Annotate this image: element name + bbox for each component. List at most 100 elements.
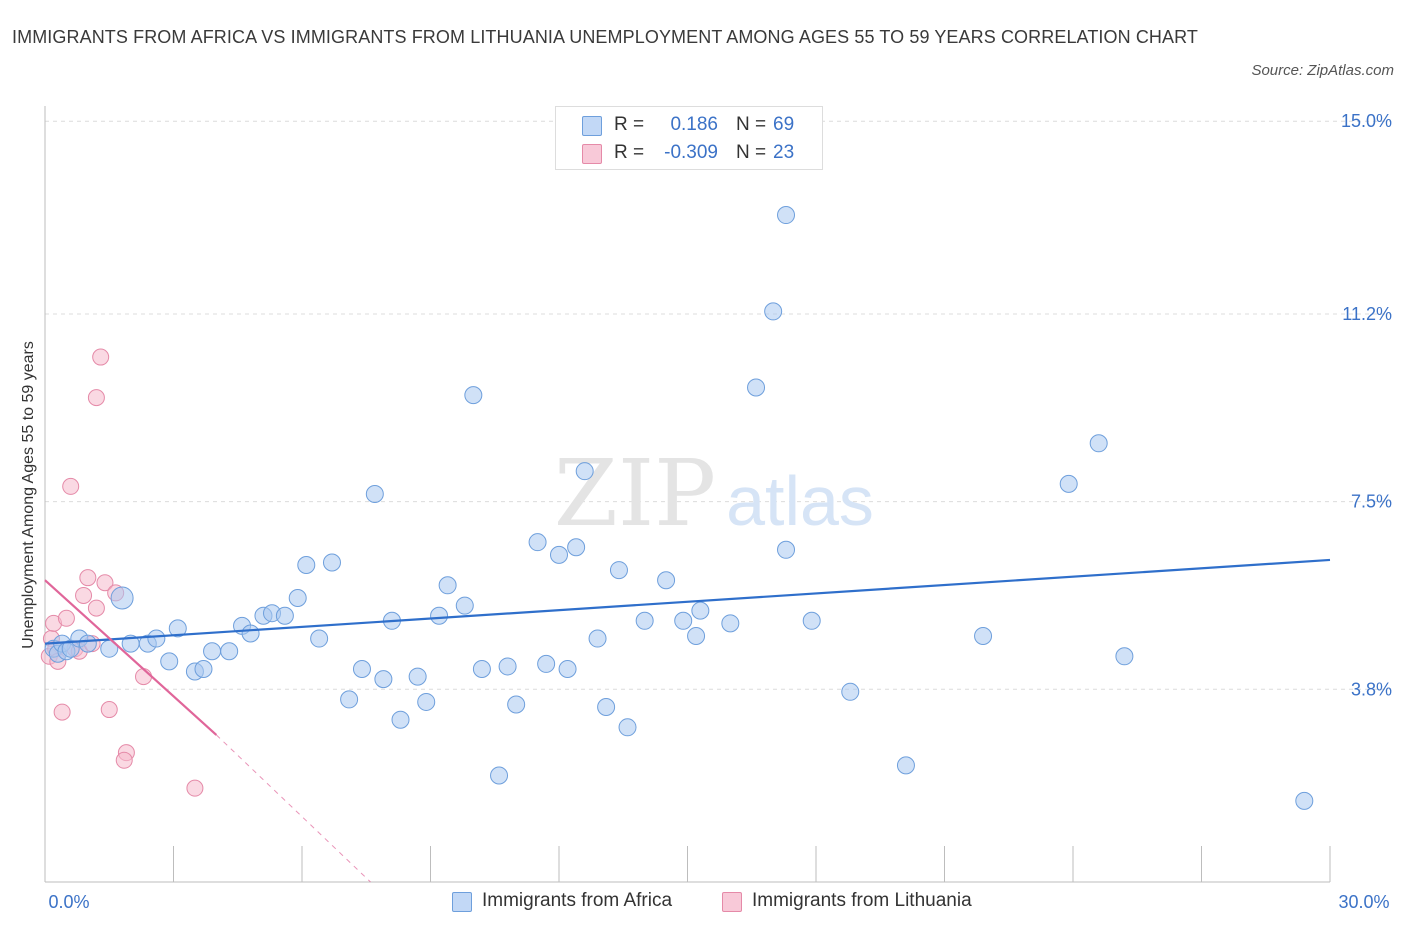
trend-lines <box>44 558 1331 883</box>
africa-point <box>490 766 509 785</box>
lithuania-point <box>57 609 75 627</box>
africa-point <box>537 654 556 673</box>
y-tick-label: 3.8% <box>1351 679 1392 699</box>
lithuania-point <box>87 599 105 617</box>
y-tick-label: 7.5% <box>1351 492 1392 512</box>
africa-point <box>374 670 393 689</box>
africa-point <box>635 611 654 630</box>
lithuania-point <box>53 703 71 721</box>
lithuania-legend-label: Immigrants from Lithuania <box>752 890 972 911</box>
lithuania-point <box>100 701 118 719</box>
africa-point <box>687 627 706 646</box>
africa-point <box>674 611 693 630</box>
grid-lines <box>45 120 1390 690</box>
lithuania-point <box>115 751 133 769</box>
africa-point <box>575 462 594 481</box>
africa-swatch <box>582 116 602 136</box>
africa-point <box>1115 647 1134 666</box>
lithuania-point <box>135 668 153 686</box>
africa-point <box>609 561 628 580</box>
africa-point <box>310 629 329 648</box>
africa-point <box>391 710 410 729</box>
r-label: R = <box>614 114 645 135</box>
africa-point <box>194 659 213 678</box>
africa-point <box>365 485 384 503</box>
africa-point <box>721 614 740 633</box>
chart-title: IMMIGRANTS FROM AFRICA VS IMMIGRANTS FRO… <box>12 27 1199 47</box>
lithuania-point <box>92 348 110 366</box>
lithuania-point <box>186 779 204 797</box>
africa-point <box>438 576 457 595</box>
africa-point <box>777 206 796 225</box>
africa-point <box>322 553 341 572</box>
africa-r-value: 0.186 <box>670 114 718 135</box>
africa-point <box>841 682 860 701</box>
y-tick-label: 15.0% <box>1341 111 1392 131</box>
africa-point <box>297 556 316 575</box>
africa-point <box>691 601 710 620</box>
watermark-zip: ZIP <box>554 440 716 547</box>
lithuania-point <box>75 586 93 604</box>
africa-point <box>618 718 637 737</box>
africa-point <box>777 540 796 559</box>
lithuania-point <box>79 569 97 587</box>
x-tick-label: 0.0% <box>48 892 89 912</box>
africa-point <box>597 698 616 717</box>
africa-point <box>1089 434 1108 453</box>
n-label: N = <box>736 142 767 163</box>
africa-point <box>160 652 179 671</box>
lithuania-legend-swatch <box>722 892 742 912</box>
africa-point <box>275 606 294 625</box>
tick-labels: 3.8% 7.5% 11.2% 15.0% 0.0% 30.0% <box>48 111 1392 912</box>
axis-ticks <box>44 846 1331 882</box>
africa-point <box>288 588 307 607</box>
africa-point <box>464 386 483 405</box>
africa-point <box>78 634 97 653</box>
africa-point <box>802 611 821 630</box>
lithuania-trend-line <box>44 579 218 736</box>
africa-point <box>110 586 134 610</box>
africa-point <box>657 571 676 590</box>
africa-point <box>747 378 766 397</box>
africa-point <box>498 657 517 676</box>
watermark-atlas: atlas <box>726 462 874 540</box>
africa-point <box>352 659 371 678</box>
lithuania-points <box>40 348 204 797</box>
stats-legend: R = 0.186 N = 69 R = -0.309 N = 23 <box>555 106 823 170</box>
africa-point <box>340 690 359 709</box>
africa-point <box>974 627 993 646</box>
africa-legend-swatch <box>452 892 472 912</box>
africa-point <box>147 629 166 648</box>
africa-point <box>764 302 783 321</box>
lithuania-r-value: -0.309 <box>664 142 718 163</box>
africa-point <box>168 619 187 638</box>
n-label: N = <box>736 114 767 135</box>
lithuania-swatch <box>582 144 602 164</box>
africa-point <box>1295 791 1314 810</box>
r-label: R = <box>614 142 645 163</box>
africa-legend-label: Immigrants from Africa <box>482 890 673 911</box>
legend-row-africa: R = 0.186 N = 69 <box>556 112 822 138</box>
africa-point <box>550 545 568 564</box>
y-axis-label: Unemployment Among Ages 55 to 59 years <box>20 341 37 649</box>
africa-point <box>507 695 526 714</box>
lithuania-n-value: 23 <box>773 142 795 163</box>
africa-point <box>203 642 222 661</box>
africa-point <box>558 659 577 678</box>
x-tick-label: 30.0% <box>1338 892 1389 912</box>
africa-point <box>241 624 260 643</box>
africa-n-value: 69 <box>773 114 795 135</box>
legend-row-lithuania: R = -0.309 N = 23 <box>556 140 822 166</box>
africa-point <box>588 629 607 648</box>
africa-point <box>567 538 586 557</box>
lithuania-point <box>96 574 114 592</box>
africa-point <box>896 756 915 775</box>
africa-point <box>417 692 436 711</box>
africa-point <box>408 667 427 686</box>
lithuania-trend-extension <box>215 734 371 883</box>
africa-point <box>472 659 491 678</box>
lithuania-point <box>62 477 80 495</box>
africa-point <box>430 606 449 625</box>
lithuania-point <box>87 389 105 407</box>
